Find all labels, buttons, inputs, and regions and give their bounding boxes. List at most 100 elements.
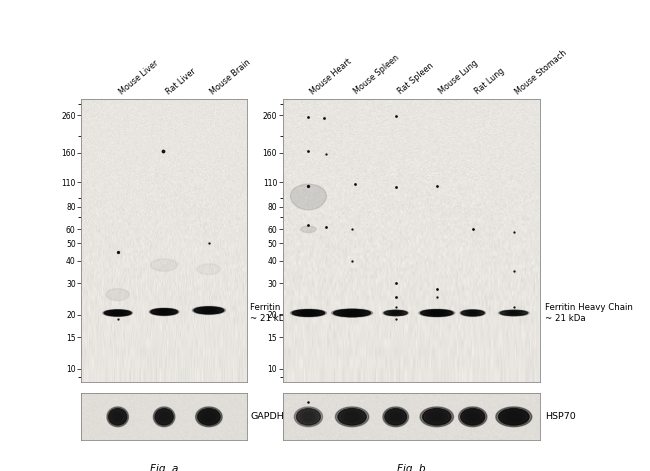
Ellipse shape [154, 309, 174, 314]
Ellipse shape [113, 312, 122, 314]
Ellipse shape [502, 311, 526, 315]
Ellipse shape [159, 311, 169, 313]
Ellipse shape [115, 312, 121, 314]
Ellipse shape [343, 311, 361, 315]
Ellipse shape [296, 408, 320, 425]
Text: Mouse Liver: Mouse Liver [118, 58, 161, 96]
Ellipse shape [198, 409, 220, 425]
Ellipse shape [467, 311, 478, 315]
Ellipse shape [423, 409, 450, 425]
Ellipse shape [109, 408, 127, 425]
Ellipse shape [429, 311, 445, 315]
Ellipse shape [103, 309, 133, 317]
Ellipse shape [509, 312, 519, 314]
Ellipse shape [111, 410, 125, 423]
Ellipse shape [106, 289, 129, 300]
Ellipse shape [110, 311, 126, 315]
Ellipse shape [507, 312, 521, 314]
Ellipse shape [459, 407, 487, 427]
Ellipse shape [420, 407, 454, 427]
Ellipse shape [153, 407, 175, 427]
Ellipse shape [153, 309, 176, 315]
Ellipse shape [421, 310, 453, 316]
Ellipse shape [291, 309, 326, 317]
Ellipse shape [386, 311, 406, 315]
Ellipse shape [161, 414, 167, 420]
Ellipse shape [151, 309, 177, 315]
Ellipse shape [387, 311, 404, 315]
Ellipse shape [470, 312, 475, 314]
Ellipse shape [463, 310, 483, 316]
Ellipse shape [341, 311, 363, 315]
Ellipse shape [462, 310, 484, 316]
Ellipse shape [296, 310, 320, 316]
Ellipse shape [112, 412, 123, 422]
Ellipse shape [341, 410, 363, 423]
Ellipse shape [294, 310, 322, 316]
Text: Mouse Spleen: Mouse Spleen [352, 53, 401, 96]
Ellipse shape [105, 310, 131, 316]
Ellipse shape [108, 311, 127, 315]
Ellipse shape [205, 414, 213, 420]
Ellipse shape [336, 310, 368, 316]
Ellipse shape [500, 310, 528, 316]
Ellipse shape [151, 309, 177, 315]
Ellipse shape [431, 312, 443, 314]
Ellipse shape [392, 312, 400, 314]
Text: Fig. b: Fig. b [396, 464, 426, 471]
Ellipse shape [429, 412, 445, 422]
Ellipse shape [504, 311, 524, 315]
Ellipse shape [385, 409, 406, 425]
Ellipse shape [425, 310, 448, 316]
Ellipse shape [499, 310, 529, 316]
Ellipse shape [505, 412, 523, 422]
Ellipse shape [346, 312, 359, 314]
Ellipse shape [511, 312, 517, 314]
Ellipse shape [390, 312, 401, 314]
Ellipse shape [462, 310, 484, 316]
Ellipse shape [432, 414, 442, 420]
Ellipse shape [294, 407, 322, 427]
Ellipse shape [384, 310, 407, 316]
Text: Mouse Heart: Mouse Heart [309, 57, 353, 96]
Text: Ferritin Heavy Chain
~ 21 kDa: Ferritin Heavy Chain ~ 21 kDa [545, 303, 632, 323]
Ellipse shape [383, 310, 409, 316]
Ellipse shape [298, 311, 318, 315]
Ellipse shape [460, 309, 486, 317]
Ellipse shape [114, 414, 121, 420]
Ellipse shape [111, 311, 124, 315]
Ellipse shape [200, 308, 218, 313]
Ellipse shape [194, 307, 224, 314]
Text: Mouse Brain: Mouse Brain [209, 57, 253, 96]
Ellipse shape [464, 311, 481, 315]
Ellipse shape [194, 307, 224, 314]
Text: Rat Lung: Rat Lung [473, 66, 506, 96]
Ellipse shape [392, 414, 400, 420]
Ellipse shape [508, 414, 519, 420]
Ellipse shape [291, 184, 326, 210]
Ellipse shape [469, 414, 477, 420]
Ellipse shape [304, 414, 313, 420]
Ellipse shape [499, 409, 528, 425]
Ellipse shape [383, 407, 409, 427]
Ellipse shape [461, 409, 484, 425]
Text: GAPDH: GAPDH [250, 412, 284, 422]
Ellipse shape [196, 307, 222, 314]
Ellipse shape [155, 409, 173, 425]
Text: Rat Liver: Rat Liver [164, 66, 198, 96]
Ellipse shape [500, 310, 527, 316]
Ellipse shape [198, 408, 220, 425]
Ellipse shape [506, 311, 522, 315]
Ellipse shape [469, 312, 477, 314]
Ellipse shape [502, 410, 525, 423]
Ellipse shape [422, 408, 451, 425]
Text: Mouse Lung: Mouse Lung [437, 58, 479, 96]
Ellipse shape [292, 309, 324, 317]
Ellipse shape [198, 308, 220, 313]
Ellipse shape [335, 407, 369, 427]
Ellipse shape [332, 309, 372, 317]
Ellipse shape [499, 408, 529, 425]
Ellipse shape [339, 310, 365, 316]
Ellipse shape [338, 409, 366, 425]
Ellipse shape [198, 264, 220, 275]
